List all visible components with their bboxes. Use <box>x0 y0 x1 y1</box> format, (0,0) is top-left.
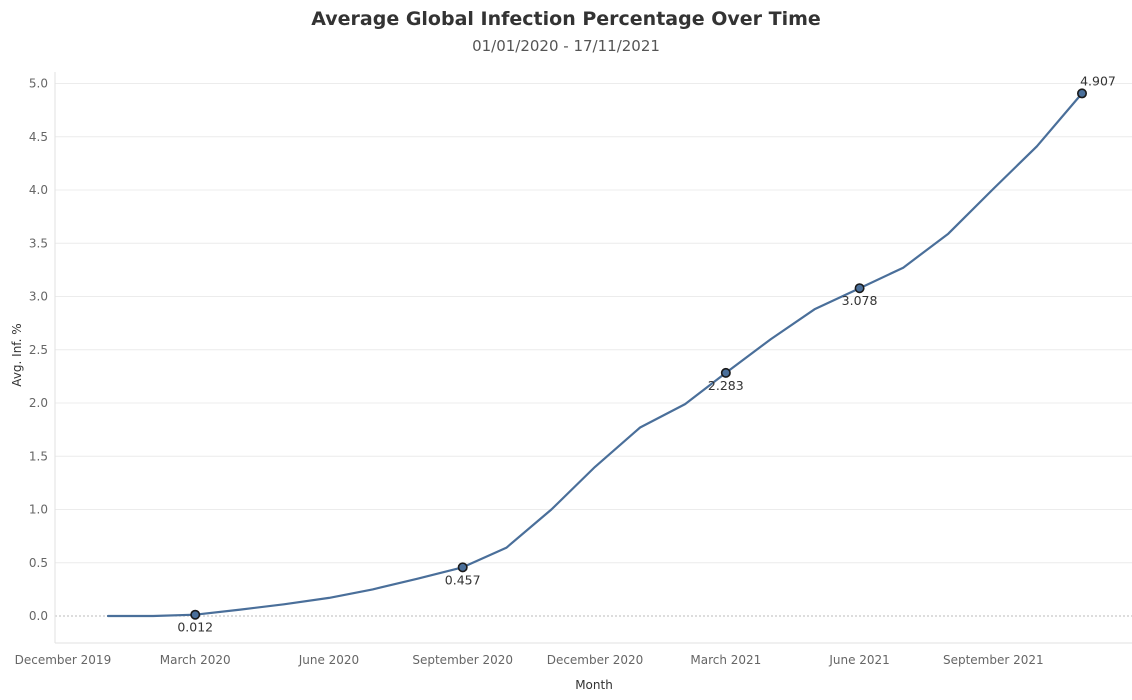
y-tick-label-4: 2.0 <box>29 396 48 410</box>
y-tick-label-3: 1.5 <box>29 449 48 463</box>
x-tick-label-3: September 2020 <box>412 653 513 667</box>
x-tick-label-6: June 2021 <box>828 653 890 667</box>
y-tick-label-0: 0.0 <box>29 609 48 623</box>
x-tick-label-1: March 2020 <box>160 653 231 667</box>
x-tick-label-2: June 2020 <box>298 653 360 667</box>
y-axis-title: Avg. Inf. % <box>10 323 24 386</box>
y-tick-label-6: 3.0 <box>29 290 48 304</box>
data-label-3: 3.078 <box>842 293 878 308</box>
chart-title: Average Global Infection Percentage Over… <box>311 8 821 30</box>
data-label-0: 0.012 <box>177 620 213 635</box>
x-tick-label-5: March 2021 <box>690 653 761 667</box>
y-tick-label-2: 1.0 <box>29 503 48 517</box>
x-tick-label-4: December 2020 <box>547 653 644 667</box>
data-point-1 <box>457 562 468 573</box>
data-label-1: 0.457 <box>445 572 481 587</box>
data-point-4 <box>1077 88 1088 99</box>
data-label-2: 2.283 <box>708 378 744 393</box>
series-line <box>106 92 1084 618</box>
data-point-3 <box>854 283 865 294</box>
x-axis-title: Month <box>575 678 613 692</box>
y-tick-label-10: 5.0 <box>29 77 48 91</box>
y-tick-label-8: 4.0 <box>29 183 48 197</box>
y-tick-label-5: 2.5 <box>29 343 48 357</box>
data-point-2 <box>720 367 731 378</box>
data-label-4: 4.907 <box>1080 73 1116 88</box>
data-point-0 <box>190 609 201 620</box>
y-tick-label-1: 0.5 <box>29 556 48 570</box>
x-tick-label-7: September 2021 <box>943 653 1044 667</box>
y-tick-label-9: 4.5 <box>29 130 48 144</box>
x-tick-label-0: December 2019 <box>15 653 112 667</box>
chart-subtitle: 01/01/2020 - 17/11/2021 <box>472 37 660 55</box>
y-tick-label-7: 3.5 <box>29 236 48 250</box>
